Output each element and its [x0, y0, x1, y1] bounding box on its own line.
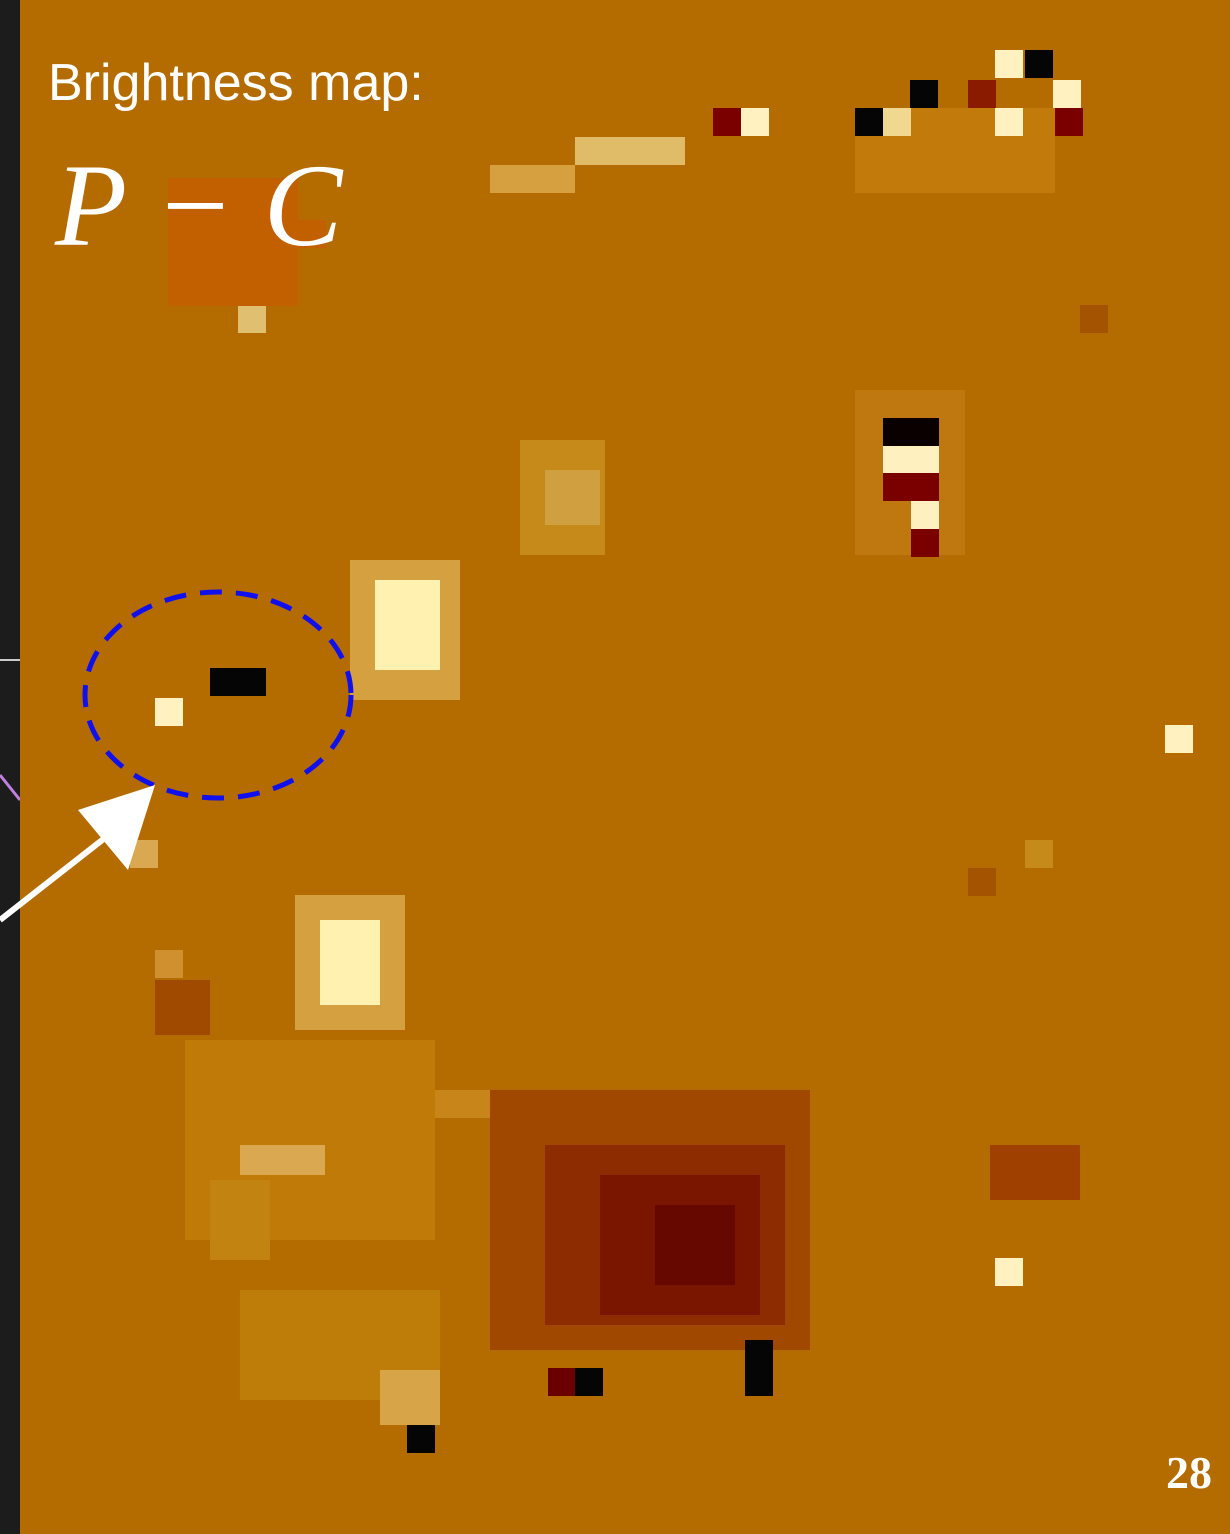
map-patch: [210, 1180, 270, 1260]
dark-pixel: [575, 1368, 603, 1396]
dark-pixel: [713, 108, 741, 136]
dark-pixel: [407, 1425, 435, 1453]
dark-pixel: [910, 80, 938, 108]
dark-pixel: [855, 108, 883, 136]
bright-pixel: [1053, 80, 1081, 108]
dark-pixel: [745, 1340, 773, 1396]
map-patch: [380, 1370, 440, 1425]
bright-pixel: [883, 446, 939, 473]
page-number: 28: [1166, 1447, 1212, 1498]
heading: Brightness map:: [48, 54, 424, 112]
bright-pixel: [911, 501, 939, 529]
highlight-square: [168, 178, 298, 306]
dark-pixel: [883, 473, 939, 501]
dark-pixel: [1025, 50, 1053, 78]
edge-arc: [0, 774, 22, 801]
dark-pixel: [911, 529, 939, 557]
dark-pixel: [968, 80, 996, 108]
dark-pixel: [883, 418, 939, 446]
bright-strip: [575, 137, 685, 165]
bright-pixel: [741, 108, 769, 136]
map-patch: [238, 305, 266, 333]
dark-pixel: [1055, 108, 1083, 136]
bright-pixel: [883, 108, 911, 136]
map-patch: [155, 950, 183, 978]
dark-region: [655, 1205, 735, 1285]
dashed-circle: [82, 589, 354, 801]
bright-pixel: [1165, 725, 1193, 753]
dark-pixel: [548, 1368, 575, 1396]
map-patch: [545, 470, 600, 525]
formula: P − C: [54, 140, 344, 271]
dark-region: [990, 1145, 1080, 1200]
bright-blob: [375, 580, 440, 670]
bright-blob: [320, 920, 380, 1005]
dark-pixel: [210, 668, 266, 696]
arrow-head: [78, 785, 155, 870]
bright-pixel: [155, 698, 183, 726]
map-patch: [155, 980, 210, 1035]
map-patch: [1080, 305, 1108, 333]
arrow-shaft: [0, 827, 117, 923]
bright-pixel: [995, 50, 1023, 78]
map-patch: [1025, 840, 1053, 868]
bright-pixel: [995, 108, 1023, 136]
bright-pixel: [995, 1258, 1023, 1286]
map-patch: [435, 1090, 490, 1118]
map-patch: [240, 1145, 325, 1175]
highlight-square: [298, 220, 326, 248]
map-patch: [968, 868, 996, 896]
bright-strip: [490, 165, 575, 193]
